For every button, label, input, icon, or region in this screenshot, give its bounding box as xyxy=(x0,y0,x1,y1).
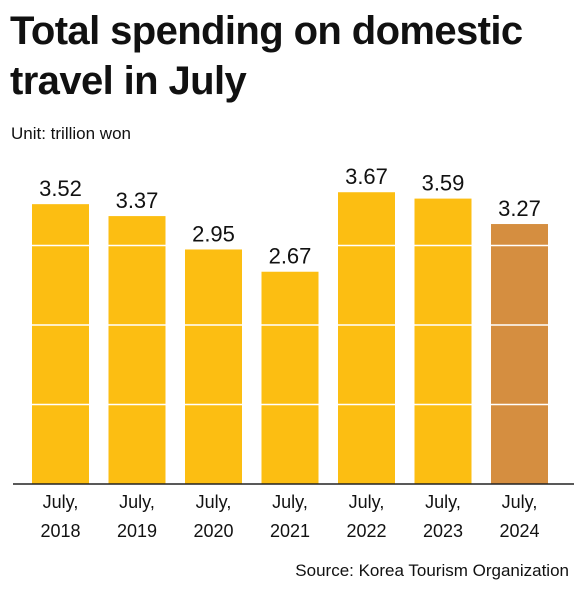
value-label-2019: 3.37 xyxy=(116,188,159,213)
value-label-2018: 3.52 xyxy=(39,176,82,201)
x-axis-labels-group: July, 2018 July, 2019 July, 2020 July, 2021 July… xyxy=(40,492,539,541)
bar-2020 xyxy=(185,249,242,484)
gridlines-group xyxy=(13,244,574,406)
bar-2018 xyxy=(32,204,89,484)
value-label-2024: 3.27 xyxy=(498,196,541,221)
value-labels-group: 3.52 3.37 2.95 2.67 3.67 3.59 3.27 xyxy=(39,164,541,268)
source-note: Source: Korea Tourism Organization xyxy=(295,561,569,580)
value-label-2022: 3.67 xyxy=(345,164,388,189)
value-label-2023: 3.59 xyxy=(422,171,465,196)
value-label-2021: 2.67 xyxy=(269,244,312,269)
bar-2024 xyxy=(491,224,548,484)
bar-2023 xyxy=(414,198,472,484)
x-tick-label-2022: July, 2022 xyxy=(346,492,386,541)
chart-title: Total spending on domestic travel in Jul… xyxy=(10,6,575,106)
bar-2022 xyxy=(338,192,395,485)
x-tick-label-2020: July, 2020 xyxy=(193,492,233,541)
x-tick-label-2023: July, 2023 xyxy=(423,492,463,541)
chart-title-line-2: travel in July xyxy=(10,59,247,103)
x-tick-label-2019: July, 2019 xyxy=(117,492,157,541)
value-label-2020: 2.95 xyxy=(192,221,235,246)
x-tick-label-2021: July, 2021 xyxy=(270,492,310,541)
bar-2021 xyxy=(261,271,319,484)
bar-2019 xyxy=(108,216,166,484)
x-tick-label-2024: July, 2024 xyxy=(499,492,539,541)
x-tick-label-2018: July, 2018 xyxy=(40,492,80,541)
bars-group xyxy=(32,192,548,485)
chart-title-line-1: Total spending on domestic xyxy=(10,9,523,53)
unit-label: Unit: trillion won xyxy=(11,124,131,143)
